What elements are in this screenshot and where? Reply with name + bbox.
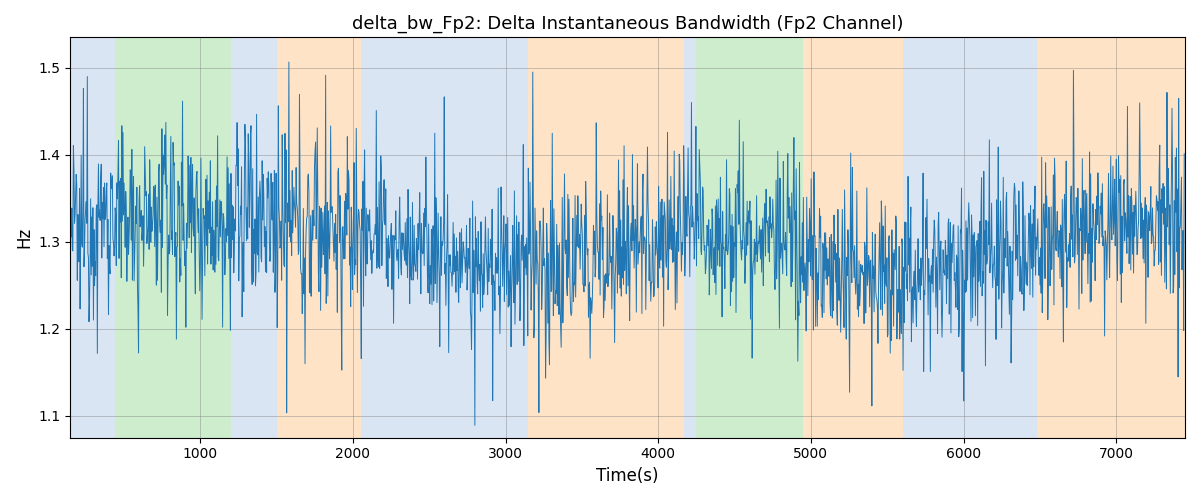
Bar (696, 38, 803, 438)
Bar (528, 38, 551, 438)
X-axis label: Time(s): Time(s) (596, 467, 659, 485)
Bar (230, 38, 276, 438)
Bar (71, 38, 115, 438)
Y-axis label: Hz: Hz (14, 227, 32, 248)
Bar (360, 38, 528, 438)
Bar (803, 38, 902, 438)
Bar (1037, 38, 1186, 438)
Bar (276, 38, 360, 438)
Title: delta_bw_Fp2: Delta Instantaneous Bandwidth (Fp2 Channel): delta_bw_Fp2: Delta Instantaneous Bandwi… (352, 15, 904, 34)
Bar (902, 38, 1037, 438)
Bar (684, 38, 696, 438)
Bar (551, 38, 684, 438)
Bar (115, 38, 230, 438)
